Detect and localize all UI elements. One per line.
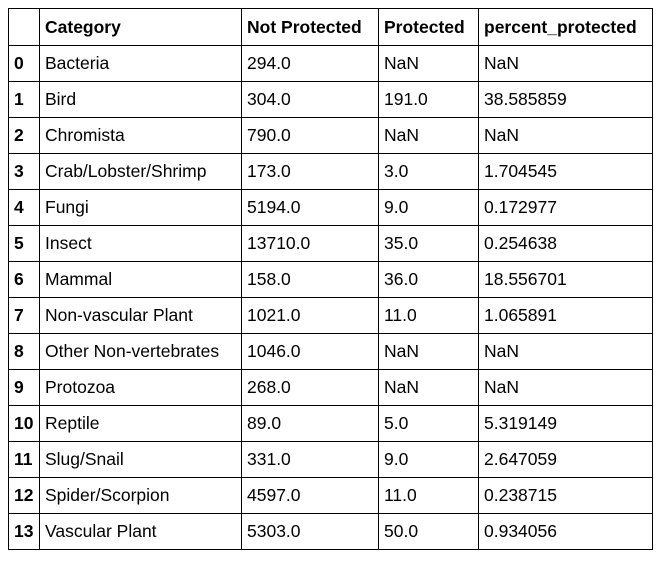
category-column-header: Category — [39, 8, 242, 46]
table-header: Category Not Protected Protected percent… — [8, 8, 653, 46]
table-row: 2 Chromista 790.0 NaN NaN — [8, 117, 653, 154]
table-row: 6 Mammal 158.0 36.0 18.556701 — [8, 261, 653, 298]
table-row: 13 Vascular Plant 5303.0 50.0 0.934056 — [8, 513, 653, 550]
protected-cell: 9.0 — [378, 441, 479, 478]
row-index-cell: 2 — [8, 117, 40, 154]
category-cell: Non-vascular Plant — [39, 297, 242, 334]
category-cell: Slug/Snail — [39, 441, 242, 478]
row-index-cell: 12 — [8, 477, 40, 514]
not-protected-cell: 5194.0 — [241, 189, 379, 226]
protected-cell: 191.0 — [378, 81, 479, 118]
row-index-cell: 10 — [8, 405, 40, 442]
protected-cell: NaN — [378, 117, 479, 154]
not-protected-cell: 268.0 — [241, 369, 379, 406]
protected-cell: NaN — [378, 369, 479, 406]
not-protected-cell: 5303.0 — [241, 513, 379, 550]
index-column-header — [8, 8, 40, 46]
table-row: 9 Protozoa 268.0 NaN NaN — [8, 369, 653, 406]
table-row: 11 Slug/Snail 331.0 9.0 2.647059 — [8, 441, 653, 478]
table-body: 0 Bacteria 294.0 NaN NaN 1 Bird 304.0 191.0 38.58… — [8, 45, 653, 550]
table-row: 4 Fungi 5194.0 9.0 0.172977 — [8, 189, 653, 226]
row-index-cell: 9 — [8, 369, 40, 406]
category-cell: Bird — [39, 81, 242, 118]
not-protected-cell: 158.0 — [241, 261, 379, 298]
category-cell: Spider/Scorpion — [39, 477, 242, 514]
not-protected-cell: 1021.0 — [241, 297, 379, 334]
protected-cell: 5.0 — [378, 405, 479, 442]
table-row: 10 Reptile 89.0 5.0 5.319149 — [8, 405, 653, 442]
row-index-cell: 5 — [8, 225, 40, 262]
row-index-cell: 0 — [8, 45, 40, 82]
not-protected-cell: 13710.0 — [241, 225, 379, 262]
percent-protected-cell: 0.934056 — [478, 513, 653, 550]
protected-cell: 3.0 — [378, 153, 479, 190]
header-row: Category Not Protected Protected percent… — [8, 8, 653, 46]
category-cell: Chromista — [39, 117, 242, 154]
row-index-cell: 1 — [8, 81, 40, 118]
row-index-cell: 6 — [8, 261, 40, 298]
not-protected-cell: 294.0 — [241, 45, 379, 82]
protected-cell: 36.0 — [378, 261, 479, 298]
not-protected-cell: 331.0 — [241, 441, 379, 478]
category-cell: Crab/Lobster/Shrimp — [39, 153, 242, 190]
row-index-cell: 11 — [8, 441, 40, 478]
not-protected-cell: 89.0 — [241, 405, 379, 442]
table-row: 8 Other Non-vertebrates 1046.0 NaN NaN — [8, 333, 653, 370]
category-cell: Mammal — [39, 261, 242, 298]
not-protected-cell: 304.0 — [241, 81, 379, 118]
percent-protected-cell: 0.238715 — [478, 477, 653, 514]
percent-protected-cell: NaN — [478, 45, 653, 82]
percent-protected-column-header: percent_protected — [478, 8, 653, 46]
table-row: 1 Bird 304.0 191.0 38.585859 — [8, 81, 653, 118]
percent-protected-cell: NaN — [478, 333, 653, 370]
not-protected-cell: 1046.0 — [241, 333, 379, 370]
dataframe-table: Category Not Protected Protected percent… — [8, 8, 653, 550]
protected-cell: NaN — [378, 333, 479, 370]
percent-protected-cell: 18.556701 — [478, 261, 653, 298]
table-row: 0 Bacteria 294.0 NaN NaN — [8, 45, 653, 82]
table-row: 3 Crab/Lobster/Shrimp 173.0 3.0 1.704545 — [8, 153, 653, 190]
percent-protected-cell: NaN — [478, 117, 653, 154]
protected-cell: 11.0 — [378, 477, 479, 514]
percent-protected-cell: 0.254638 — [478, 225, 653, 262]
percent-protected-cell: 38.585859 — [478, 81, 653, 118]
row-index-cell: 3 — [8, 153, 40, 190]
table-row: 12 Spider/Scorpion 4597.0 11.0 0.238715 — [8, 477, 653, 514]
category-cell: Fungi — [39, 189, 242, 226]
category-cell: Other Non-vertebrates — [39, 333, 242, 370]
category-cell: Insect — [39, 225, 242, 262]
percent-protected-cell: 2.647059 — [478, 441, 653, 478]
not-protected-cell: 790.0 — [241, 117, 379, 154]
percent-protected-cell: NaN — [478, 369, 653, 406]
percent-protected-cell: 1.065891 — [478, 297, 653, 334]
protected-cell: 9.0 — [378, 189, 479, 226]
category-cell: Protozoa — [39, 369, 242, 406]
protected-cell: NaN — [378, 45, 479, 82]
row-index-cell: 4 — [8, 189, 40, 226]
protected-cell: 11.0 — [378, 297, 479, 334]
protected-column-header: Protected — [378, 8, 479, 46]
protected-cell: 35.0 — [378, 225, 479, 262]
row-index-cell: 7 — [8, 297, 40, 334]
percent-protected-cell: 1.704545 — [478, 153, 653, 190]
category-cell: Vascular Plant — [39, 513, 242, 550]
table-row: 5 Insect 13710.0 35.0 0.254638 — [8, 225, 653, 262]
percent-protected-cell: 5.319149 — [478, 405, 653, 442]
row-index-cell: 13 — [8, 513, 40, 550]
not-protected-cell: 4597.0 — [241, 477, 379, 514]
not-protected-cell: 173.0 — [241, 153, 379, 190]
table-row: 7 Non-vascular Plant 1021.0 11.0 1.065891 — [8, 297, 653, 334]
percent-protected-cell: 0.172977 — [478, 189, 653, 226]
not-protected-column-header: Not Protected — [241, 8, 379, 46]
row-index-cell: 8 — [8, 333, 40, 370]
category-cell: Reptile — [39, 405, 242, 442]
protected-cell: 50.0 — [378, 513, 479, 550]
category-cell: Bacteria — [39, 45, 242, 82]
